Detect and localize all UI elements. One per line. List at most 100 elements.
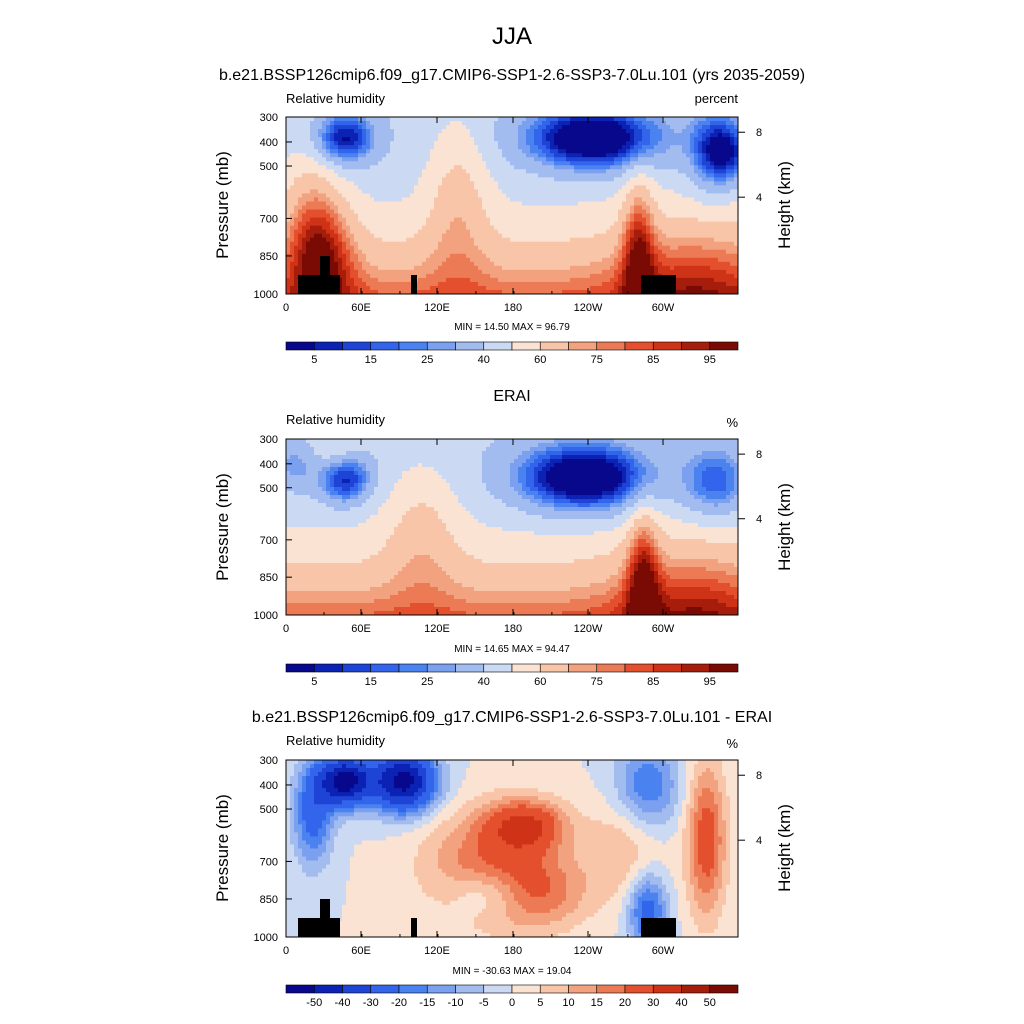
field-cell (370, 189, 375, 195)
field-cell (346, 129, 351, 134)
field-cell (418, 189, 423, 195)
field-cell (722, 221, 727, 227)
field-cell (730, 181, 735, 186)
field-cell (430, 273, 435, 279)
field-cell (286, 273, 291, 279)
field-cell (554, 225, 559, 231)
field-cell (338, 245, 343, 251)
field-cell (406, 161, 411, 166)
field-cell (730, 141, 735, 146)
field-cell (686, 209, 691, 215)
field-cell (498, 225, 503, 231)
field-cell (394, 229, 399, 235)
field-cell (490, 261, 495, 267)
field-cell (562, 241, 567, 247)
field-cell (682, 153, 687, 158)
field-cell (702, 241, 707, 247)
field-cell (446, 249, 451, 255)
field-cell (590, 121, 595, 126)
field-cell (474, 205, 479, 211)
field-cell (370, 285, 375, 291)
field-cell (562, 173, 567, 178)
field-cell (374, 125, 379, 130)
field-cell (422, 253, 427, 259)
field-cell (542, 261, 547, 267)
field-cell (410, 121, 415, 126)
field-cell (406, 281, 411, 287)
field-cell (430, 221, 435, 227)
field-cell (518, 197, 523, 203)
field-cell (518, 137, 523, 142)
field-cell (354, 121, 359, 126)
field-cell (338, 249, 343, 255)
field-cell (622, 161, 627, 166)
field-cell (598, 273, 603, 279)
field-cell (310, 225, 315, 231)
field-cell (362, 269, 367, 275)
field-cell (578, 169, 583, 174)
field-cell (666, 137, 671, 142)
field-cell (286, 249, 291, 255)
field-cell (530, 273, 535, 279)
field-cell (386, 165, 391, 170)
field-cell (586, 149, 591, 154)
field-cell (734, 193, 738, 199)
field-cell (354, 249, 359, 255)
field-cell (346, 265, 351, 271)
field-cell (658, 149, 663, 154)
field-cell (374, 209, 379, 215)
field-cell (638, 285, 643, 291)
field-cell (534, 269, 539, 275)
field-cell (414, 249, 419, 255)
field-cell (322, 225, 327, 231)
field-cell (514, 137, 519, 142)
field-cell (294, 165, 299, 170)
field-cell (578, 273, 583, 279)
field-cell (302, 125, 307, 130)
field-cell (414, 177, 419, 182)
field-cell (350, 181, 355, 186)
field-cell (394, 201, 399, 207)
field-cell (466, 201, 471, 207)
field-cell (678, 197, 683, 203)
field-cell (402, 245, 407, 251)
field-cell (406, 121, 411, 126)
field-cell (438, 129, 443, 134)
field-cell (558, 189, 563, 195)
field-cell (718, 165, 723, 170)
field-cell (538, 117, 543, 122)
field-cell (398, 189, 403, 195)
field-cell (586, 217, 591, 223)
field-cell (578, 145, 583, 150)
field-cell (510, 153, 515, 158)
field-cell (342, 257, 347, 263)
field-cell (554, 117, 559, 122)
field-cell (554, 197, 559, 203)
field-cell (734, 181, 738, 186)
field-cell (398, 257, 403, 263)
field-cell (558, 141, 563, 146)
field-cell (562, 145, 567, 150)
field-cell (574, 129, 579, 134)
field-cell (434, 209, 439, 215)
field-cell (590, 213, 595, 219)
field-cell (318, 129, 323, 134)
field-cell (486, 221, 491, 227)
field-cell (398, 201, 403, 207)
field-cell (702, 157, 707, 162)
field-cell (710, 125, 715, 130)
field-cell (358, 233, 363, 239)
field-cell (494, 197, 499, 203)
field-cell (302, 177, 307, 182)
field-cell (674, 193, 679, 199)
field-cell (690, 253, 695, 259)
field-cell (678, 181, 683, 186)
field-cell (734, 185, 738, 191)
field-cell (522, 217, 527, 223)
field-cell (398, 213, 403, 219)
field-cell (538, 217, 543, 223)
field-cell (618, 149, 623, 154)
field-cell (306, 129, 311, 134)
field-cell (526, 233, 531, 239)
field-cell (446, 205, 451, 211)
